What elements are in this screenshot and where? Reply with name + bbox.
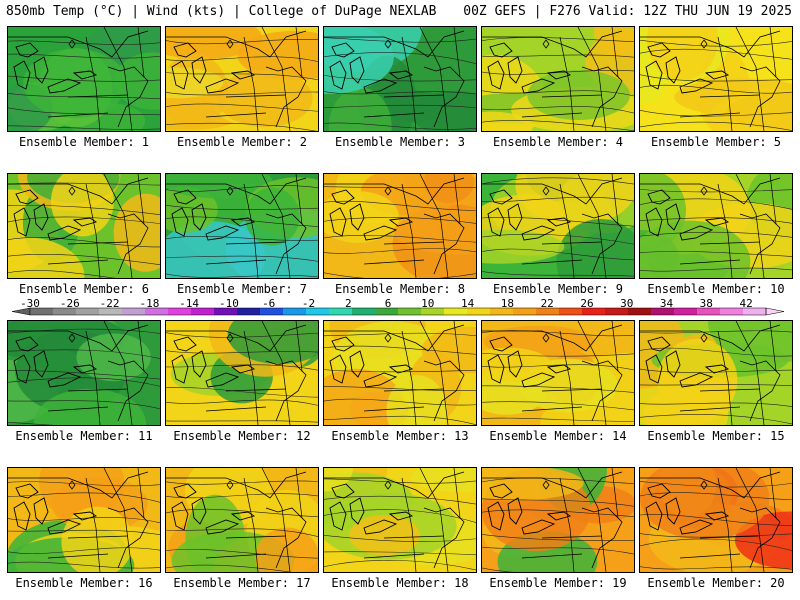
color-scale-segment xyxy=(421,308,445,315)
map-panel-16 xyxy=(7,467,161,573)
map-panel-18 xyxy=(323,467,477,573)
color-scale-segment xyxy=(559,308,583,315)
panel-label: Ensemble Member: 1 xyxy=(18,135,150,149)
map-panel-20 xyxy=(639,467,793,573)
panel-label: Ensemble Member: 15 xyxy=(647,429,785,443)
color-scale-segment xyxy=(260,308,284,315)
panel-label: Ensemble Member: 18 xyxy=(331,576,469,590)
map-panel-8 xyxy=(323,173,477,279)
map-panel-13 xyxy=(323,320,477,426)
map-panel-6 xyxy=(7,173,161,279)
color-scale-high-arrow xyxy=(765,307,785,316)
chart-title: 850mb Temp (°C) | Wind (kts) | College o… xyxy=(6,4,437,19)
valid-time: 00Z GEFS | F276 Valid: 12Z THU JUN 19 20… xyxy=(463,4,792,19)
panel-label: Ensemble Member: 3 xyxy=(334,135,466,149)
color-scale-segment xyxy=(168,308,192,315)
color-scale-segment xyxy=(582,308,606,315)
panel-label: Ensemble Member: 16 xyxy=(15,576,153,590)
map-panel-15 xyxy=(639,320,793,426)
color-scale-tick: 22 xyxy=(540,297,554,310)
color-scale-tick: 10 xyxy=(421,297,435,310)
color-scale-tick: -2 xyxy=(301,297,316,310)
color-scale-tick: 6 xyxy=(384,297,392,310)
color-scale-tick: 34 xyxy=(659,297,674,310)
panel-label: Ensemble Member: 10 xyxy=(647,282,785,296)
panel-label: Ensemble Member: 5 xyxy=(650,135,782,149)
panel-label: Ensemble Member: 9 xyxy=(492,282,624,296)
panel-label: Ensemble Member: 4 xyxy=(492,135,624,149)
panel-label: Ensemble Member: 6 xyxy=(18,282,150,296)
color-scale-tick: 18 xyxy=(500,297,515,310)
panel-label: Ensemble Member: 13 xyxy=(331,429,469,443)
map-panel-10 xyxy=(639,173,793,279)
map-panel-11 xyxy=(7,320,161,426)
map-panel-5 xyxy=(639,26,793,132)
color-scale-segment xyxy=(674,308,698,315)
color-scale-segment xyxy=(283,308,307,315)
color-scale-tick: -22 xyxy=(99,297,120,310)
color-scale-segment xyxy=(214,308,238,315)
panel-label: Ensemble Member: 17 xyxy=(173,576,311,590)
color-scale-tick: -18 xyxy=(139,297,160,310)
map-panel-7 xyxy=(165,173,319,279)
panel-label: Ensemble Member: 14 xyxy=(489,429,627,443)
color-scale-segment xyxy=(352,308,376,315)
color-scale-segment xyxy=(398,308,422,315)
color-scale-tick: 2 xyxy=(344,297,352,310)
color-scale-segment xyxy=(306,308,330,315)
panel-label: Ensemble Member: 19 xyxy=(489,576,627,590)
color-scale-segment xyxy=(605,308,629,315)
color-scale-tick: -6 xyxy=(262,297,276,310)
color-scale-tick: 38 xyxy=(699,297,713,310)
color-scale-tick: -26 xyxy=(59,297,80,310)
color-scale-outline xyxy=(29,307,767,316)
color-scale-segment xyxy=(191,308,215,315)
color-scale-segment xyxy=(628,308,652,315)
panel-label: Ensemble Member: 7 xyxy=(176,282,308,296)
panel-label: Ensemble Member: 2 xyxy=(176,135,308,149)
map-panel-14 xyxy=(481,320,635,426)
color-scale-tick: 14 xyxy=(460,297,475,310)
color-scale-segment xyxy=(720,308,744,315)
map-panel-12 xyxy=(165,320,319,426)
map-panel-4 xyxy=(481,26,635,132)
color-scale-segment xyxy=(237,308,261,315)
color-scale-tick: -30 xyxy=(20,297,40,310)
color-scale-segment xyxy=(122,308,146,315)
color-scale-segment xyxy=(329,308,353,315)
color-scale-tick: 30 xyxy=(620,297,634,310)
color-scale-segment xyxy=(513,308,537,315)
map-panel-19 xyxy=(481,467,635,573)
color-scale-bar xyxy=(11,307,785,316)
panel-label: Ensemble Member: 11 xyxy=(15,429,153,443)
color-scale-segment xyxy=(697,308,721,315)
color-scale-segment xyxy=(30,308,54,315)
color-scale-segment xyxy=(467,308,491,315)
color-scale-segment xyxy=(99,308,123,315)
panel-label: Ensemble Member: 8 xyxy=(334,282,466,296)
map-panel-3 xyxy=(323,26,477,132)
color-scale-segment xyxy=(651,308,675,315)
color-scale-tick: 26 xyxy=(580,297,594,310)
color-scale-tick: -10 xyxy=(218,297,239,310)
color-scale-tick: 42 xyxy=(739,297,753,310)
color-scale-segment xyxy=(743,308,767,315)
color-scale-segment xyxy=(53,308,77,315)
map-panel-17 xyxy=(165,467,319,573)
color-scale-segment xyxy=(375,308,399,315)
color-scale-segment xyxy=(145,308,169,315)
map-panel-1 xyxy=(7,26,161,132)
map-panel-2 xyxy=(165,26,319,132)
map-panel-9 xyxy=(481,173,635,279)
color-scale-segment xyxy=(536,308,560,315)
panel-label: Ensemble Member: 12 xyxy=(173,429,311,443)
color-scale-tick: -14 xyxy=(179,297,200,310)
panel-label: Ensemble Member: 20 xyxy=(647,576,785,590)
color-scale-segment xyxy=(76,308,100,315)
color-scale-segment xyxy=(444,308,468,315)
color-scale-segment xyxy=(490,308,514,315)
